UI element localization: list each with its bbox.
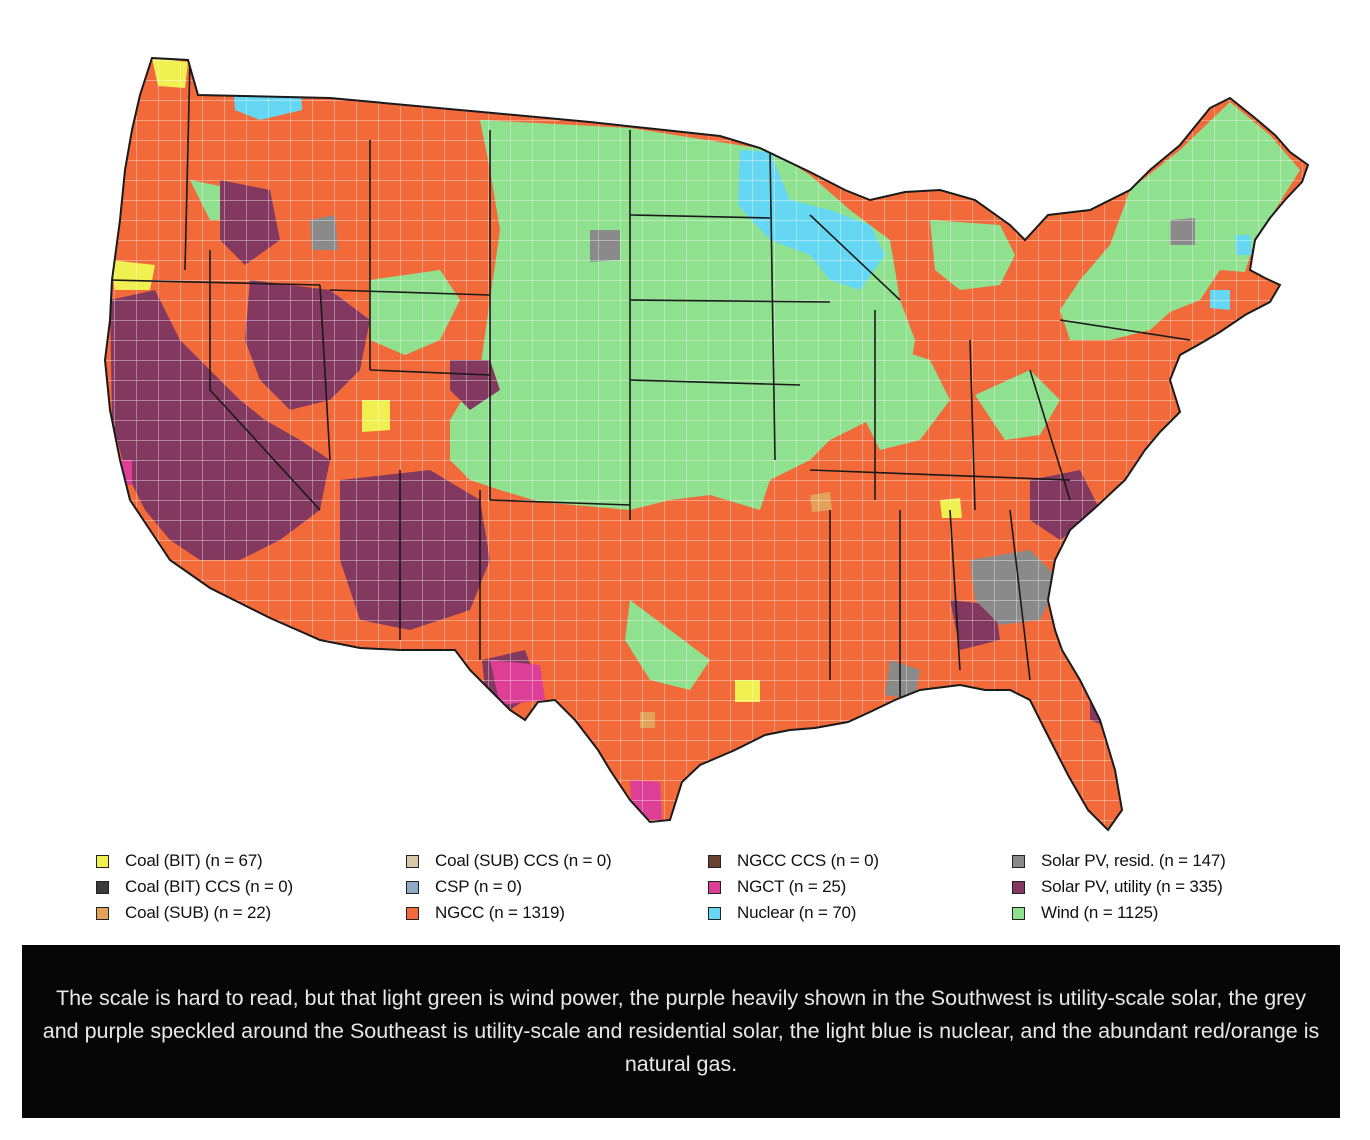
legend-item: Coal (BIT) (n = 67) (96, 848, 293, 874)
state-border (184, 59, 191, 271)
state-border (809, 214, 901, 301)
legend-item: Nuclear (n = 70) (708, 900, 879, 926)
state-border (949, 509, 961, 671)
legend-item: CSP (n = 0) (406, 874, 612, 900)
legend-swatch (96, 880, 109, 894)
legend-label: Solar PV, utility (n = 335) (1041, 877, 1223, 896)
legend-label: Coal (SUB) CCS (n = 0) (435, 851, 612, 870)
state-border (209, 250, 321, 511)
solar-resid-region (1120, 740, 1138, 800)
legend-item: NGCC CCS (n = 0) (708, 848, 879, 874)
legend-swatch (708, 880, 721, 894)
state-border (329, 289, 491, 296)
legend-swatch (406, 906, 419, 920)
legend-label: Wind (n = 1125) (1041, 903, 1159, 922)
legend-label: Coal (BIT) (n = 67) (125, 851, 263, 870)
legend-swatch (96, 906, 109, 920)
state-border (1059, 319, 1191, 341)
state-border (809, 469, 1071, 481)
county-lines (105, 58, 1308, 830)
legend-item: NGCT (n = 25) (708, 874, 879, 900)
map-canvas (104, 57, 1309, 831)
legend-column-1: Coal (BIT) (n = 67) Coal (BIT) CCS (n = … (96, 848, 293, 926)
legend-item: Coal (SUB) CCS (n = 0) (406, 848, 612, 874)
state-border (1009, 509, 1031, 681)
legend-label: Coal (SUB) (n = 22) (125, 903, 271, 922)
legend-item: Coal (BIT) CCS (n = 0) (96, 874, 293, 900)
legend-item: NGCC (n = 1319) (406, 900, 612, 926)
state-border (369, 369, 491, 376)
state-border (1029, 369, 1071, 501)
legend-swatch (1012, 880, 1025, 894)
state-border (969, 339, 976, 511)
legend-label: NGCT (n = 25) (737, 877, 847, 896)
legend-swatch (96, 854, 109, 868)
legend-label: CSP (n = 0) (435, 877, 522, 896)
legend-swatch (708, 906, 721, 920)
legend-swatch (1012, 854, 1025, 868)
legend-column-4: Solar PV, resid. (n = 147) Solar PV, uti… (1012, 848, 1226, 926)
legend-swatch (708, 854, 721, 868)
legend-item: Solar PV, utility (n = 335) (1012, 874, 1226, 900)
caption-box: The scale is hard to read, but that ligh… (22, 945, 1340, 1118)
legend-swatch (406, 880, 419, 894)
state-border (489, 499, 631, 506)
wind-region (1100, 600, 1140, 680)
map-legend: Coal (BIT) (n = 67) Coal (BIT) CCS (n = … (96, 848, 1316, 932)
state-border (629, 299, 831, 303)
state-border (1069, 539, 1161, 561)
state-border (769, 149, 776, 461)
legend-label: Coal (BIT) CCS (n = 0) (125, 877, 293, 896)
state-border (109, 279, 321, 286)
legend-column-3: NGCC CCS (n = 0) NGCT (n = 25) Nuclear (… (708, 848, 879, 926)
legend-item: Coal (SUB) (n = 22) (96, 900, 293, 926)
legend-label: Nuclear (n = 70) (737, 903, 857, 922)
state-border (319, 284, 331, 461)
legend-item: Solar PV, resid. (n = 147) (1012, 848, 1226, 874)
legend-label: NGCC CCS (n = 0) (737, 851, 879, 870)
legend-item: Wind (n = 1125) (1012, 900, 1226, 926)
state-border (629, 214, 771, 219)
legend-swatch (1012, 906, 1025, 920)
legend-label: NGCC (n = 1319) (435, 903, 565, 922)
legend-label: Solar PV, resid. (n = 147) (1041, 851, 1226, 870)
us-county-map (70, 40, 1320, 840)
legend-swatch (406, 854, 419, 868)
legend-column-2: Coal (SUB) CCS (n = 0) CSP (n = 0) NGCC … (406, 848, 612, 926)
state-border (629, 379, 801, 386)
caption-text: The scale is hard to read, but that ligh… (42, 986, 1320, 1076)
